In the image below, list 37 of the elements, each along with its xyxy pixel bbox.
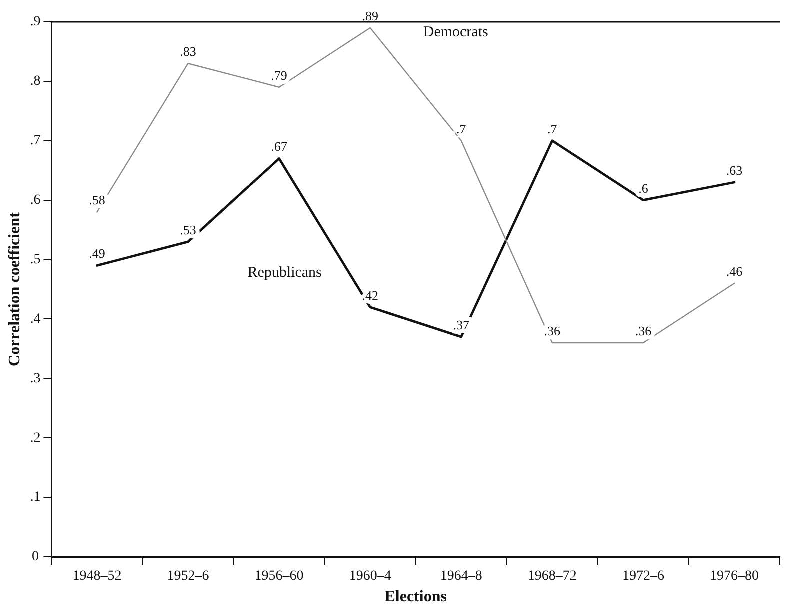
series-label: Republicans [248,264,322,281]
x-tick-label: 1956–60 [254,569,304,584]
data-label: .67 [271,139,288,154]
data-label: .79 [271,68,288,83]
x-axis-title: Elections [384,588,447,606]
y-tick-label: .1 [30,490,41,506]
x-tick-label: 1952–6 [167,569,210,584]
x-tick-label: 1948–52 [72,569,122,584]
data-label: .36 [635,323,652,338]
y-tick-label: .6 [30,193,41,208]
y-axis-title: Correlation coefficient [6,212,24,366]
y-tick-label: 0 [32,550,39,565]
y-tick-label: .3 [30,371,41,386]
data-label: .89 [362,8,378,24]
data-label: .58 [89,192,106,208]
data-label: .7 [456,121,467,136]
y-tick-label: .5 [30,252,41,268]
text: Democrats [423,24,488,40]
data-label: .46 [726,264,744,279]
y-tick-label: .8 [30,74,41,90]
data-label: .7 [548,121,558,136]
x-tick-label: 1976–80 [710,569,759,584]
y-tick-label: .4 [30,312,41,327]
data-label: .42 [362,288,378,303]
x-tick-label: 1972–6 [622,569,664,584]
x-tick-label: 1964–8 [440,569,482,584]
y-tick-label: .9 [30,14,41,30]
data-label: .63 [726,162,743,178]
data-label: .36 [544,323,562,338]
data-label: .49 [89,246,106,262]
y-tick-label: .7 [30,134,41,149]
x-tick-label: 1960–4 [349,569,392,584]
y-tick-label: .2 [30,430,41,446]
data-label: .6 [638,180,649,196]
x-tick-label: 1968–72 [528,569,577,584]
data-label: .83 [180,44,196,60]
data-label: .53 [180,222,196,238]
